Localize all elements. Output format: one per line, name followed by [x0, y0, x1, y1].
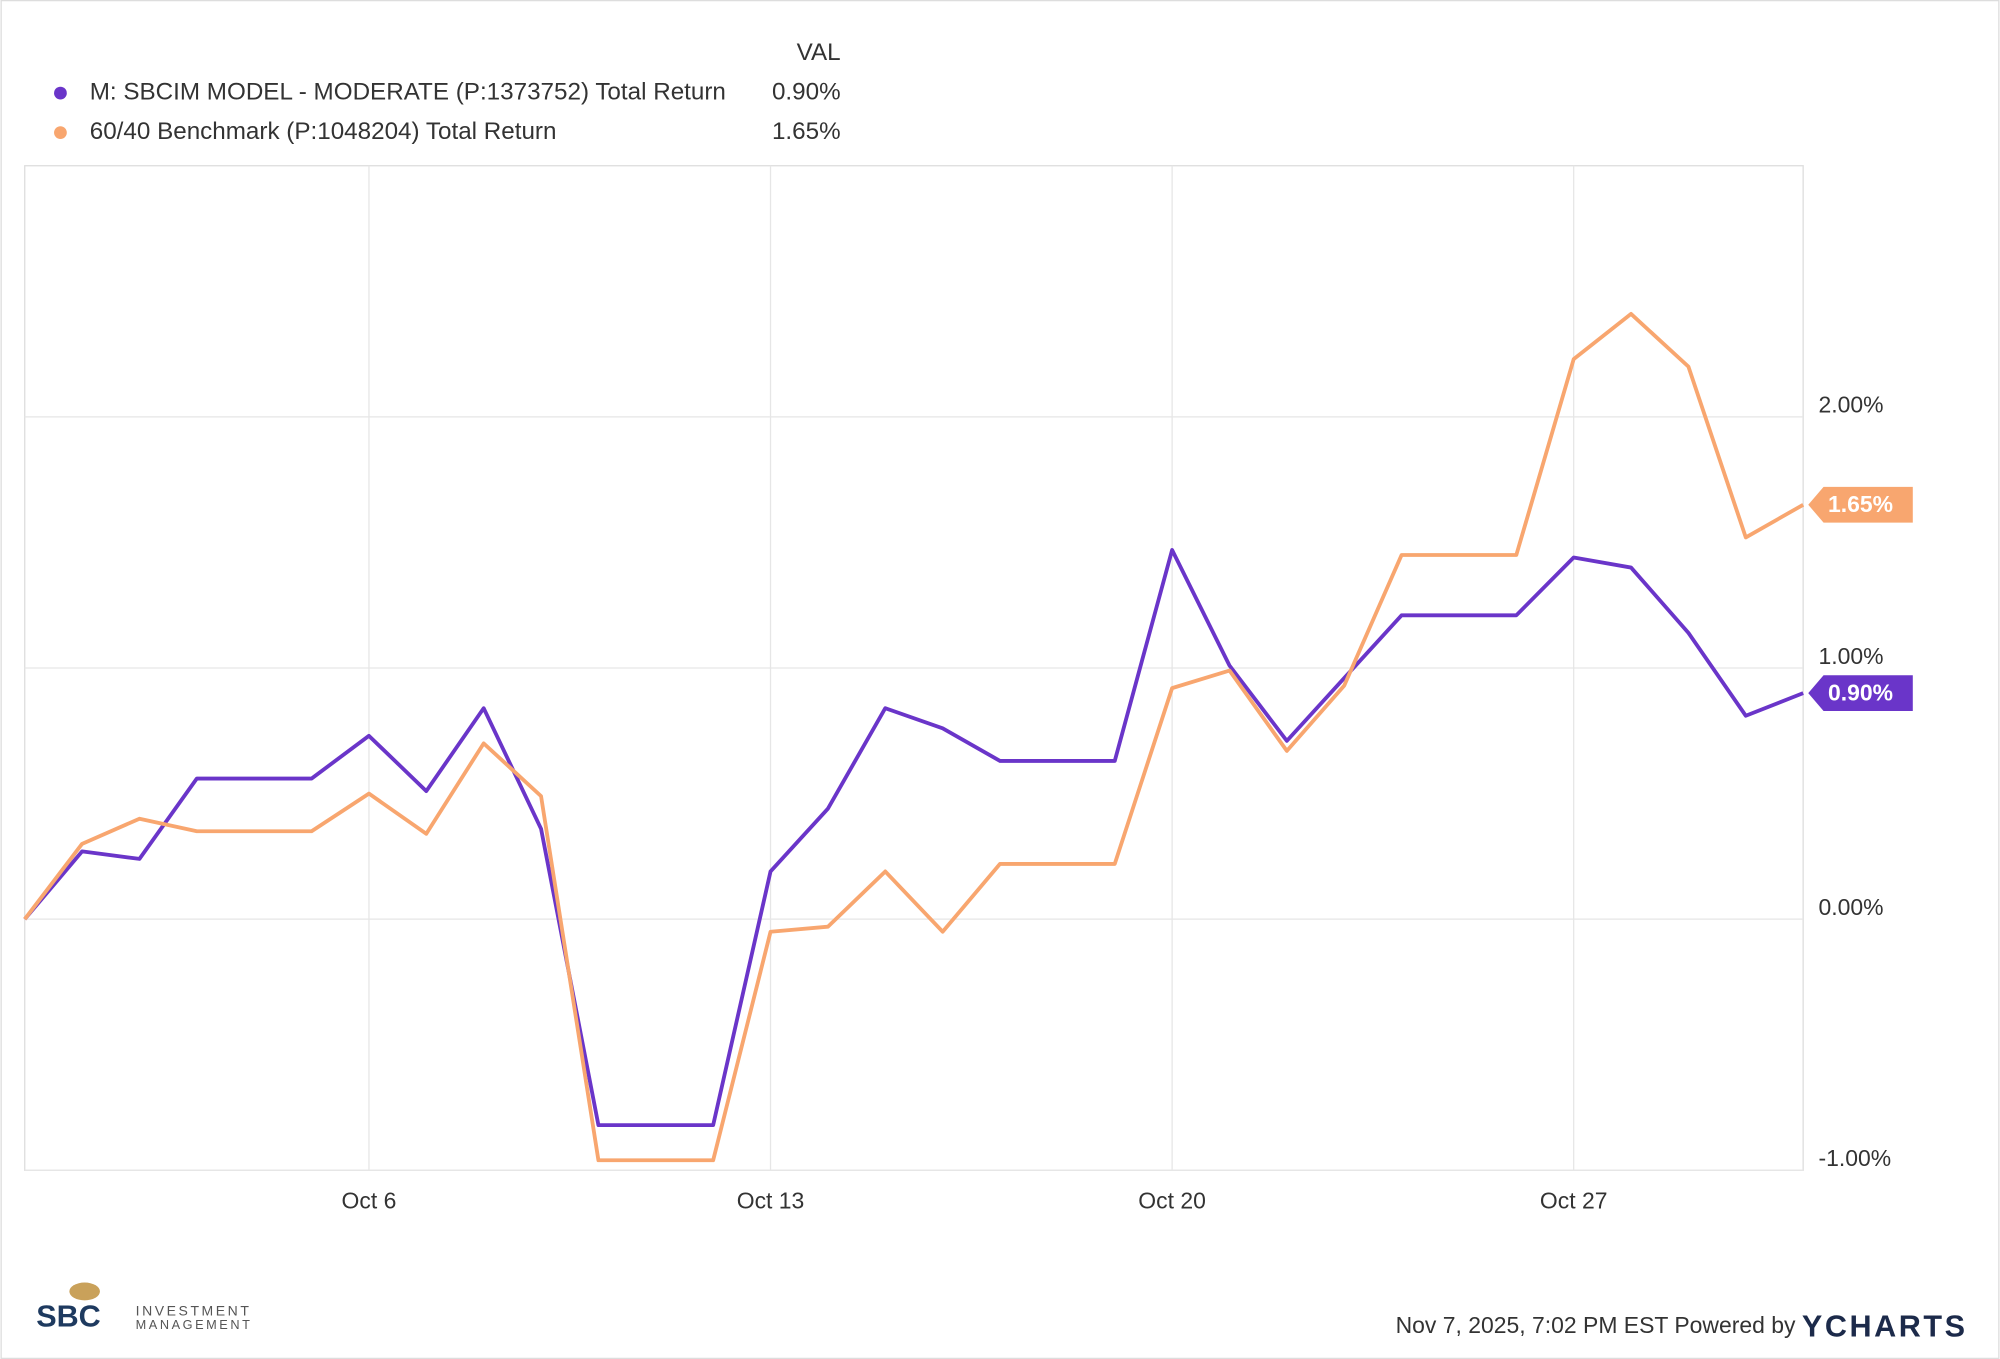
- y-tick-label: 1.00%: [1818, 643, 1883, 669]
- timestamp: Nov 7, 2025, 7:02 PM EST Powered by: [1396, 1312, 1796, 1338]
- logo-text: INVESTMENT: [136, 1303, 252, 1319]
- end-tag: [1808, 486, 1913, 523]
- series-line: [23, 311, 1805, 1163]
- legend-marker: [54, 86, 67, 100]
- legend-marker: [54, 126, 67, 139]
- series-line: [23, 548, 1804, 1128]
- x-tick-label: Oct 13: [737, 1187, 805, 1213]
- end-tag-label: 0.90%: [1828, 679, 1893, 705]
- legend-value: 0.90%: [772, 78, 841, 105]
- logo-mark: SBC: [36, 1299, 101, 1333]
- legend-label: 60/40 Benchmark (P:1048204) Total Return: [90, 118, 557, 145]
- x-tick-label: Oct 6: [342, 1187, 397, 1213]
- legend-value: 1.65%: [772, 118, 841, 145]
- end-tag: [1808, 675, 1913, 711]
- brand-logo: YCHARTS: [1802, 1309, 1968, 1343]
- y-tick-label: 2.00%: [1818, 392, 1883, 418]
- y-tick-label: -1.00%: [1818, 1145, 1891, 1171]
- logo-icon: [69, 1282, 100, 1301]
- end-tag-label: 1.65%: [1828, 491, 1893, 517]
- logo-text: MANAGEMENT: [136, 1317, 253, 1332]
- x-tick-label: Oct 20: [1138, 1187, 1206, 1213]
- y-tick-label: 0.00%: [1818, 894, 1883, 920]
- legend-label: M: SBCIM MODEL - MODERATE (P:1373752) To…: [90, 78, 726, 105]
- x-tick-label: Oct 27: [1540, 1187, 1608, 1213]
- legend-header: VAL: [797, 39, 841, 66]
